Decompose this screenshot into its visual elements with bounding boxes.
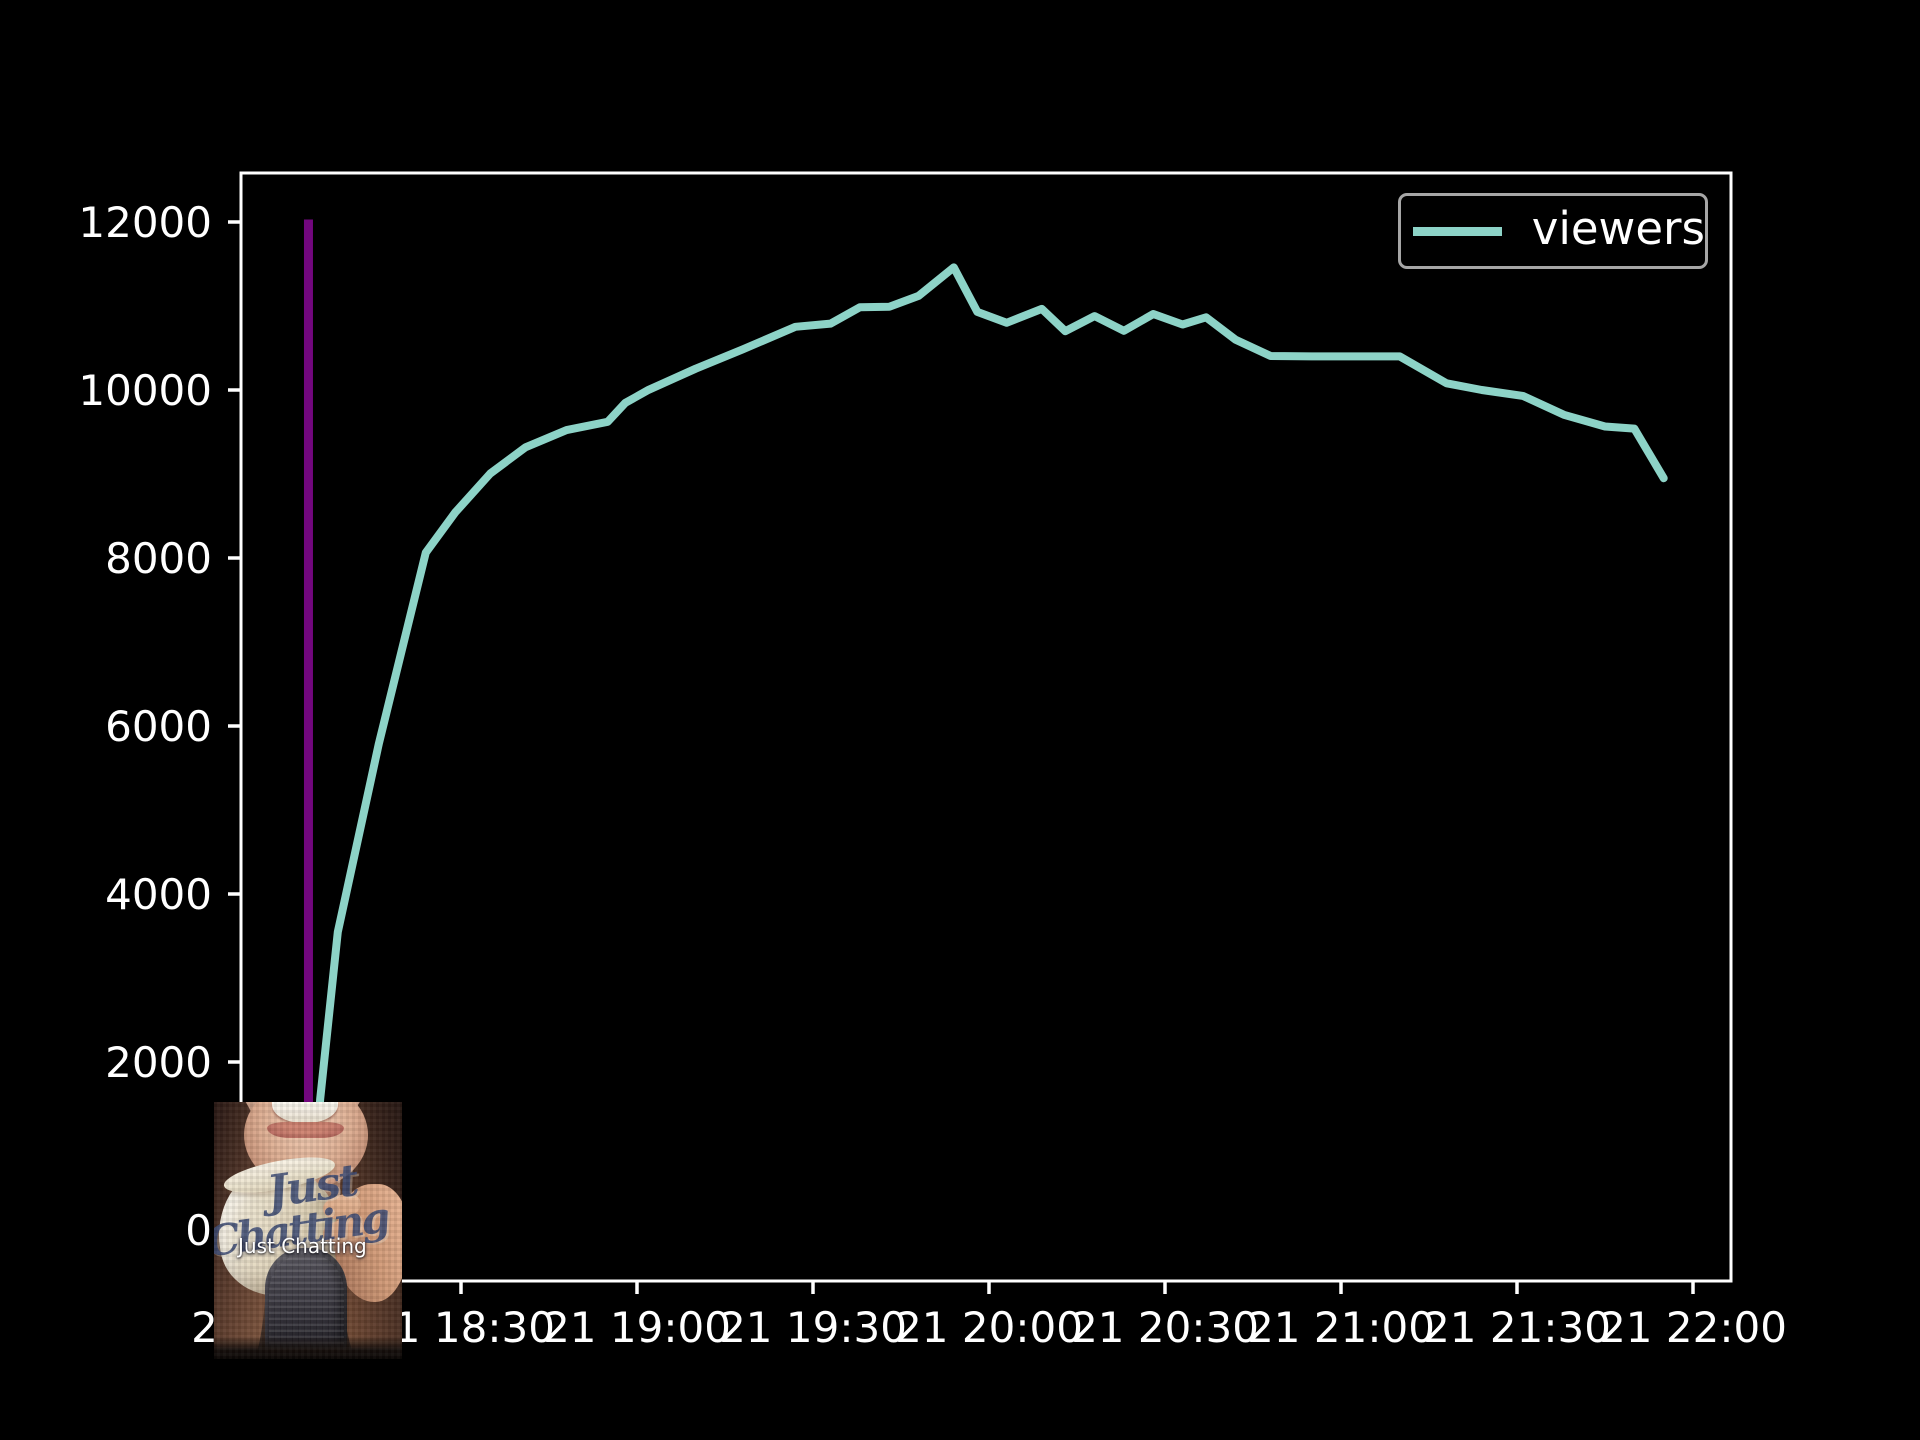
y-tick-label: 10000 — [78, 366, 212, 415]
y-tick-label: 4000 — [105, 870, 212, 919]
legend-line-sample — [1413, 226, 1502, 236]
axes-spines — [239, 171, 1733, 1283]
x-tick-label: 21 22:00 — [1599, 1303, 1787, 1352]
category-thumbnail: Just Chatting Just Chatting — [214, 1102, 402, 1359]
x-tick-label: 21 20:30 — [1071, 1303, 1259, 1352]
x-tick-label: 21 19:30 — [719, 1303, 907, 1352]
boxart-bottom-shadow — [214, 1335, 402, 1359]
x-tick-label: 21 21:30 — [1423, 1303, 1611, 1352]
x-tick-label: 21 19:00 — [543, 1303, 731, 1352]
x-tick-label: 21 21:00 — [1247, 1303, 1435, 1352]
y-tick-label: 12000 — [78, 198, 212, 247]
boxart-pixelation-overlay — [214, 1102, 402, 1359]
boxart-lip — [266, 1121, 344, 1139]
y-tick-label: 0 — [185, 1206, 212, 1255]
category-label: Just Chatting — [238, 1234, 367, 1258]
y-tick-label: 6000 — [105, 702, 212, 751]
y-tick-label: 2000 — [105, 1038, 212, 1087]
y-tick-label: 8000 — [105, 534, 212, 583]
legend-label: viewers — [1531, 201, 1705, 255]
legend: viewers — [1398, 193, 1708, 269]
x-tick-label: 21 20:00 — [895, 1303, 1083, 1352]
viewers-series-line — [310, 263, 1668, 1183]
boxart-smile — [272, 1102, 339, 1123]
